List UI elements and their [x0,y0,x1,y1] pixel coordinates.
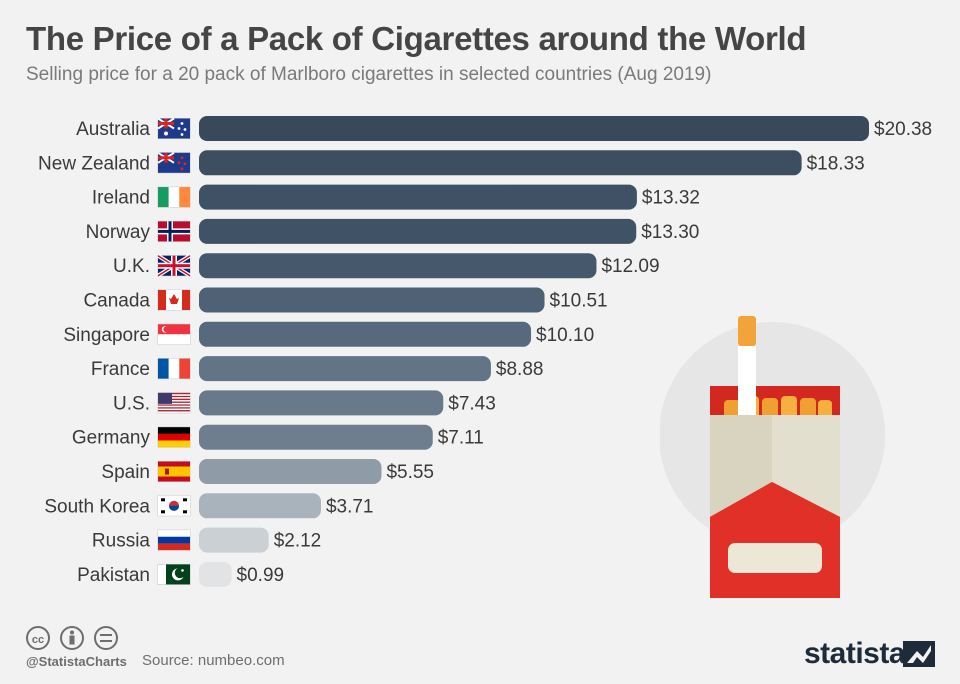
category-label: U.K. [113,256,150,277]
category-label: Norway [86,222,151,243]
bar-row: Ireland $13.32 [92,184,700,210]
statista-logo-icon [903,641,935,667]
raised-cigarette-filter [738,316,756,346]
bar [199,116,869,141]
germany-flag-icon [157,426,191,448]
value-label: $2.12 [274,531,322,552]
cc-icon: cc [26,626,50,650]
bar-chart: Australia $20.38 New Zealand $18.33 Ireland $… [38,116,932,587]
pack-label [728,543,822,573]
category-label: Pakistan [77,565,150,586]
value-label: $5.55 [386,462,434,483]
value-label: $8.88 [496,359,544,380]
new-zealand-flag-icon [157,151,191,174]
chart-subtitle: Selling price for a 20 pack of Marlboro … [26,64,712,85]
pakistan-flag-icon [157,563,191,585]
footer-handle: @StatistaCharts [26,654,127,669]
value-label: $13.30 [641,222,699,243]
value-label: $13.32 [642,188,700,209]
bar-row: Germany $7.11 [72,424,484,450]
category-label: Spain [101,462,150,483]
category-label: Australia [76,119,150,140]
bar [199,424,433,450]
bar-row: Canada $10.51 [83,287,608,313]
bar-row: U.S. $7.43 [113,390,496,416]
category-label: Russia [92,531,151,552]
bar [199,184,637,210]
footer-source: Source: numbeo.com [142,652,285,669]
bar [199,253,597,279]
value-label: $0.99 [237,565,285,586]
value-label: $18.33 [807,153,865,174]
bar [199,390,444,416]
chart-title: The Price of a Pack of Cigarettes around… [26,20,807,57]
by-icon [60,626,84,650]
cigarette-pack-illustration [660,316,885,598]
france-flag-icon [157,358,191,380]
category-label: Germany [72,428,151,449]
pack-top-right [772,415,840,517]
category-label: New Zealand [38,153,150,174]
bar-row: Spain $5.55 [101,459,434,484]
nd-icon [94,626,118,650]
bar [199,287,545,313]
statista-logo-text: statista [804,637,906,670]
value-label: $10.10 [536,325,594,346]
russia-flag-icon [157,529,191,551]
svg-text:cc: cc [32,634,44,646]
us-flag-icon [157,392,191,414]
bar [199,493,321,519]
canada-flag-icon [157,289,191,311]
ireland-flag-icon [157,186,191,208]
uk-flag-icon [156,254,192,278]
category-label: Ireland [92,188,150,209]
value-label: $3.71 [326,496,374,517]
bar-row: U.K. $12.09 [113,253,660,279]
category-label: U.S. [113,393,150,414]
value-label: $20.38 [874,119,932,140]
bar-row: South Korea $3.71 [44,493,374,519]
bar-row: New Zealand $18.33 [38,150,865,176]
bar [199,218,637,244]
bar [199,150,802,176]
bar [199,356,491,382]
value-label: $10.51 [550,291,608,312]
license-icons: cc [26,626,118,650]
category-label: France [91,359,150,380]
bar [199,561,232,587]
value-label: $7.43 [448,393,496,414]
singapore-flag-icon [157,323,191,345]
category-label: Canada [83,291,150,312]
bar-row: Russia $2.12 [92,527,322,553]
category-label: South Korea [44,496,150,517]
bar-row: Norway $13.30 [86,218,699,244]
bar [199,321,532,347]
bar-row: France $8.88 [91,356,544,382]
bar-row: Singapore $10.10 [63,321,594,347]
raised-cigarette [738,346,756,436]
bar-row: Pakistan $0.99 [77,561,285,587]
value-label: $7.11 [438,428,484,449]
category-label: Singapore [63,325,150,346]
value-label: $12.09 [601,256,659,277]
australia-flag-icon [157,117,191,139]
bar [199,459,382,484]
south-korea-flag-icon [157,495,191,517]
spain-flag-icon [157,461,191,482]
norway-flag-icon [157,220,191,242]
bar-row: Australia $20.38 [76,116,932,141]
pack-top-left [710,415,772,517]
bar [199,527,269,553]
